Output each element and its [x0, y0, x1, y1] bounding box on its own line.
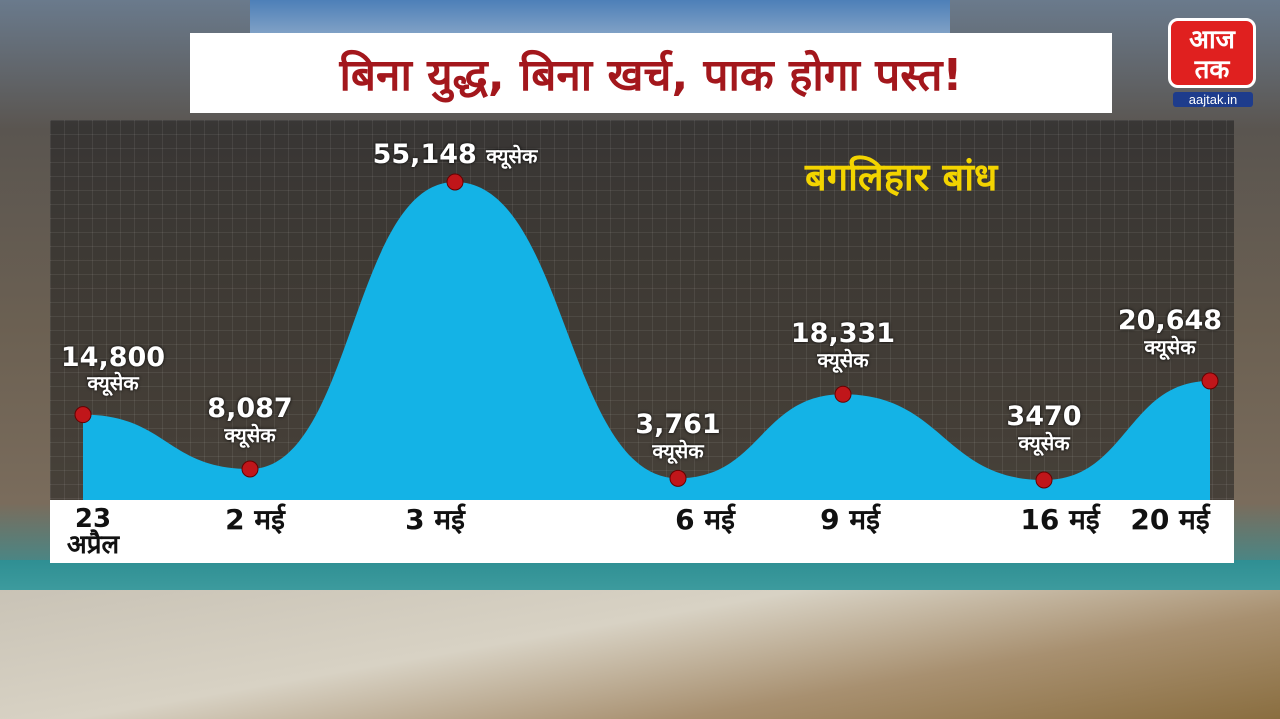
- headline-banner: बिना युद्ध, बिना खर्च, पाक होगा पस्त!: [190, 33, 1112, 113]
- data-label-unit: क्यूसेक: [1018, 430, 1070, 455]
- x-tick-label: 16 मई: [1020, 503, 1100, 536]
- data-label: 18,331 क्यूसेक: [791, 319, 895, 371]
- data-label: 3470 क्यूसेक: [1006, 402, 1081, 454]
- data-label-unit: क्यूसेक: [87, 371, 139, 396]
- data-point: [241, 460, 259, 478]
- plot-area: [50, 120, 1234, 500]
- data-label-value: 55,148: [372, 139, 487, 170]
- data-label-value: 14,800: [60, 341, 166, 373]
- data-label: 14,800 क्यूसेक: [60, 341, 166, 396]
- data-label: 8,087 क्यूसेक: [207, 394, 292, 446]
- data-label-value: 8,087: [207, 393, 293, 424]
- data-point: [446, 173, 464, 191]
- x-tick-label: 3 मई: [405, 503, 465, 536]
- data-point: [669, 469, 687, 487]
- data-label-unit: क्यूसेक: [486, 144, 538, 168]
- data-point: [834, 385, 852, 403]
- data-label-unit: क्यूसेक: [652, 439, 704, 463]
- headline: बिना युद्ध, बिना खर्च, पाक होगा पस्त!: [339, 50, 963, 101]
- data-label: 20,648 क्यूसेक: [1118, 306, 1222, 358]
- chart-title: बगलिहार बांध: [805, 155, 998, 199]
- data-label-unit: क्यूसेक: [1144, 334, 1196, 359]
- data-label-value: 3470: [1006, 400, 1082, 432]
- chart-panel: बगलिहार बांध 14,800 क्यूसेक 23 अप्रैल 8,087…: [50, 120, 1234, 563]
- x-tick-label: 6 मई: [675, 503, 735, 536]
- data-point: [74, 406, 92, 424]
- data-label-unit: क्यूसेक: [817, 347, 869, 372]
- logo-text-bottom: तक: [1194, 55, 1230, 85]
- data-label: 3,761 क्यूसेक: [635, 410, 720, 462]
- data-label-value: 18,331: [790, 318, 896, 350]
- x-tick-label: 2 मई: [225, 503, 285, 536]
- data-point: [1201, 372, 1219, 390]
- data-label: 55,148 क्यूसेक: [373, 140, 538, 170]
- logo-text-top: आज: [1189, 25, 1235, 55]
- x-tick-label: 9 मई: [820, 503, 880, 536]
- x-axis-strip: [50, 500, 1234, 563]
- data-label-value: 3,761: [635, 409, 721, 441]
- data-label-value: 20,648: [1117, 304, 1223, 336]
- background-shore: [0, 590, 1280, 719]
- chart-svg: [74, 173, 1219, 500]
- x-tick-label: 23 अप्रैल: [66, 504, 120, 560]
- data-point: [1035, 471, 1053, 489]
- x-tick-label: 20 मई: [1130, 503, 1210, 536]
- data-label-unit: क्यूसेक: [224, 422, 276, 447]
- logo-site: aajtak.in: [1173, 92, 1253, 107]
- area-series: [83, 182, 1210, 500]
- aajtak-logo: आज तक aajtak.in: [1168, 18, 1258, 114]
